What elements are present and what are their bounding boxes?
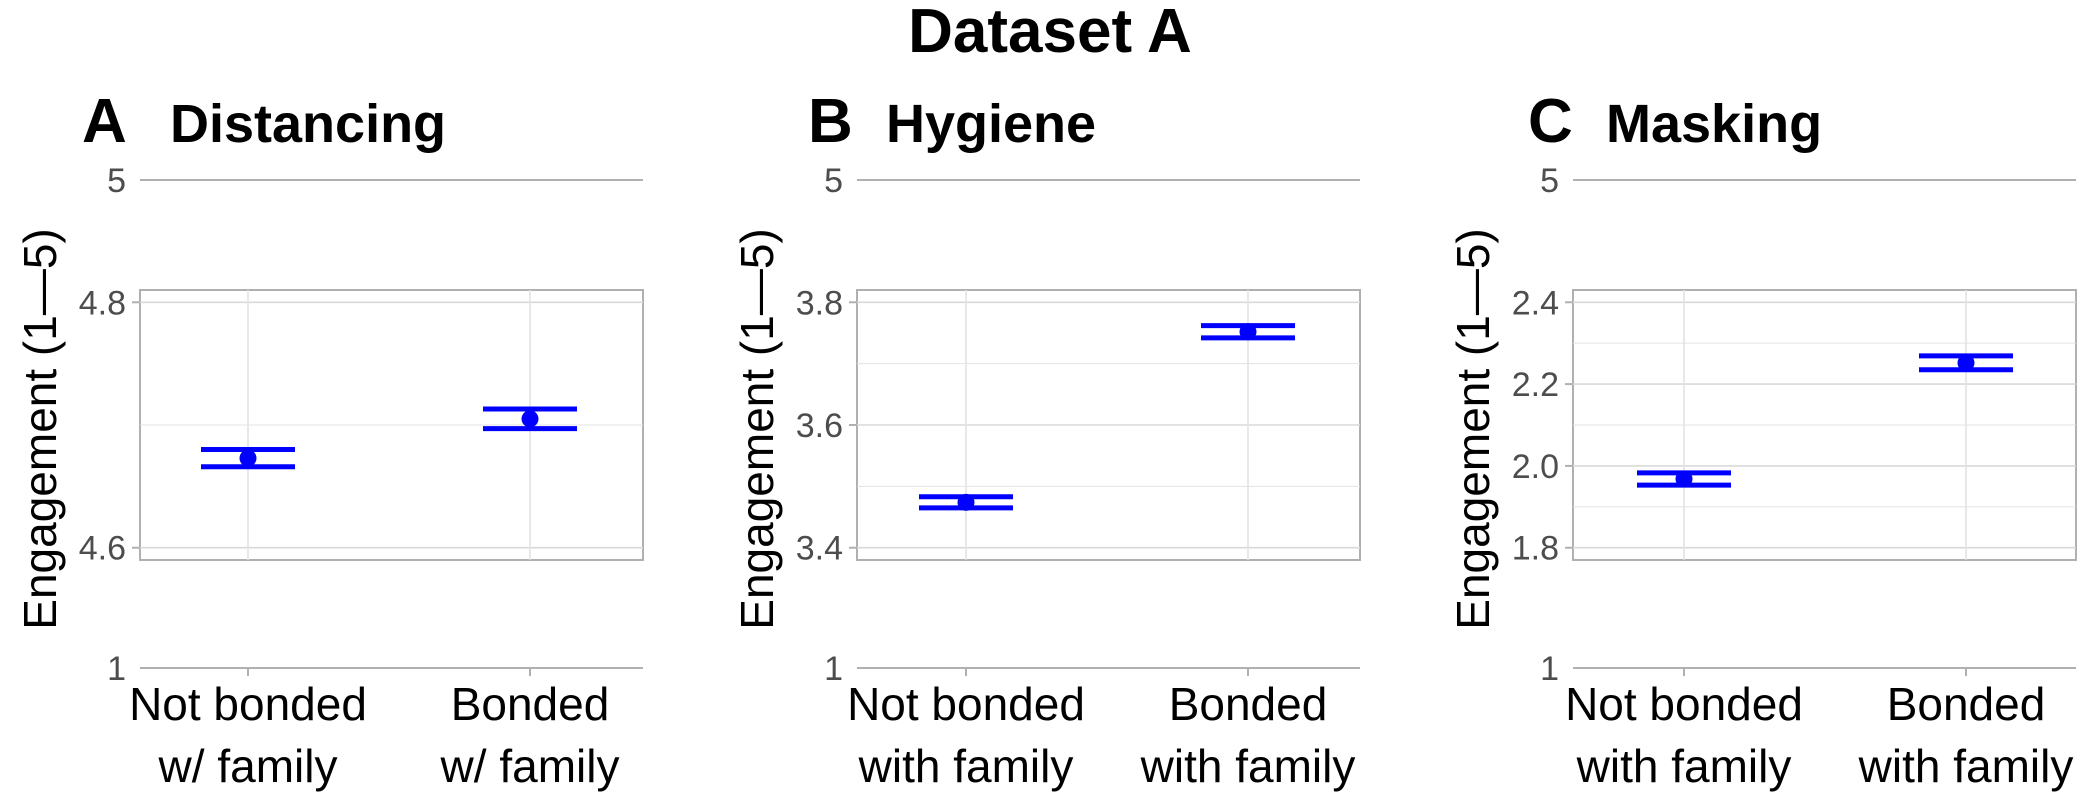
x-category-label: Not bonded [129,678,367,730]
y-tick-label-top: 5 [1540,162,1559,200]
x-category-label: w/ family [440,740,620,792]
panel-letter: A [82,87,127,156]
x-category-label: Bonded [1887,678,2046,730]
y-axis-label: Engagement (1—5) [14,228,66,629]
figure-title: Dataset A [908,0,1192,66]
data-point [1957,354,1975,372]
x-category-label: with family [858,740,1074,792]
x-category-label: with family [1576,740,1792,792]
panel-title: Hygiene [886,94,1096,154]
chart-panel-a: A Distancing Engagement (1—5) 5 1 4.6 4.8 Not b… [14,87,644,792]
x-category-label: Not bonded [1565,678,1803,730]
x-category-label: Not bonded [847,678,1085,730]
panel-letter: B [808,87,853,156]
y-tick-label: 4.6 [79,530,126,568]
x-category-label: Bonded [451,678,610,730]
x-category-label: with family [1140,740,1356,792]
x-category-label: w/ family [158,740,338,792]
y-tick-label-top: 5 [824,162,843,200]
y-tick-label: 2.2 [1512,366,1559,404]
data-point [1239,323,1257,341]
y-tick-label-top: 5 [107,162,126,200]
y-tick-label: 1.8 [1512,530,1559,568]
y-tick-label-bottom: 1 [107,650,126,688]
y-axis-label: Engagement (1—5) [1447,228,1499,629]
panel-title: Distancing [170,94,446,154]
data-point [521,410,539,428]
chart-panel-c: C Masking Engagement (1—5) 5 1 1.8 2.0 2.2 2.4 No… [1447,87,2077,792]
y-tick-label: 3.4 [796,530,843,568]
data-point [1675,470,1693,488]
y-tick-label-bottom: 1 [1540,650,1559,688]
chart-panel-b: B Hygiene Engagement (1—5) 5 1 3.4 3.6 3.8 Not b… [731,87,1361,792]
x-category-label: with family [1858,740,2074,792]
y-tick-label-bottom: 1 [824,650,843,688]
y-tick-label: 2.0 [1512,448,1559,486]
y-tick-label: 2.4 [1512,284,1559,322]
y-tick-label: 3.6 [796,407,843,445]
y-tick-label: 4.8 [79,284,126,322]
panel-title: Masking [1606,94,1822,154]
panel-letter: C [1528,87,1573,156]
y-axis-label: Engagement (1—5) [731,228,783,629]
x-category-label: Bonded [1169,678,1328,730]
data-point [957,493,975,511]
data-point [239,449,257,467]
y-tick-label: 3.8 [796,284,843,322]
